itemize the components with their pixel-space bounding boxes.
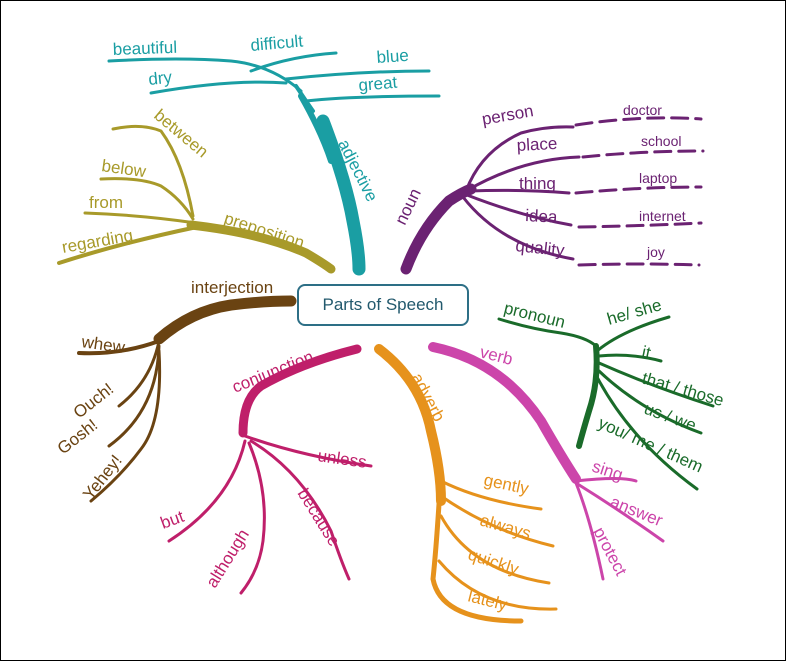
preposition-word: between [150,106,211,162]
noun-example: internet [639,208,686,224]
interjection-branch [77,295,297,503]
adverb-word: quickly [466,545,522,579]
pronoun-word: us / we [642,399,699,435]
adjective-word: dry [147,68,173,89]
noun-branch [400,116,705,275]
interjection-word: Yehey! [79,451,126,503]
center-node: Parts of Speech [297,284,469,326]
noun-example: school [641,133,681,149]
preposition-word: from [89,193,123,212]
interjection-word: Gosh! [54,415,101,458]
interjection-label: interjection [191,278,273,297]
conjunction-label: conjunction [229,347,316,397]
noun-word: person [480,101,534,129]
adjective-word: blue [376,46,409,67]
noun-example: laptop [639,170,677,186]
adjective-word: great [358,73,399,95]
interjection-word: Ouch! [70,379,117,422]
noun-word: quality [515,236,566,260]
verb-branch [428,342,665,581]
conjunction-word: although [202,526,253,591]
noun-word: thing [519,174,556,193]
adverb-branch [374,344,558,624]
conjunction-word: unless [316,446,367,472]
adverb-word: always [478,511,533,544]
adverb-label: adverb [407,370,448,425]
verb-word: answer [608,492,666,530]
noun-word: place [516,134,558,155]
center-label: Parts of Speech [322,295,444,314]
adverb-word: lately [466,586,510,614]
noun-example: joy [646,244,665,260]
adjective-branch [107,51,441,276]
preposition-branch [57,124,336,274]
adjective-word: difficult [250,31,304,55]
conjunction-word: but [158,507,187,533]
conjunction-word: because [294,485,344,550]
adjective-word: beautiful [112,38,177,59]
noun-label: noun [391,185,425,227]
adverb-word: gently [482,470,531,498]
conjunction-branch [167,344,373,595]
preposition-label: preposition [222,209,307,253]
noun-example: doctor [623,102,662,118]
pronoun-word: he/ she [605,295,664,329]
pronoun-branch [497,315,715,491]
noun-word: idea [525,206,559,227]
